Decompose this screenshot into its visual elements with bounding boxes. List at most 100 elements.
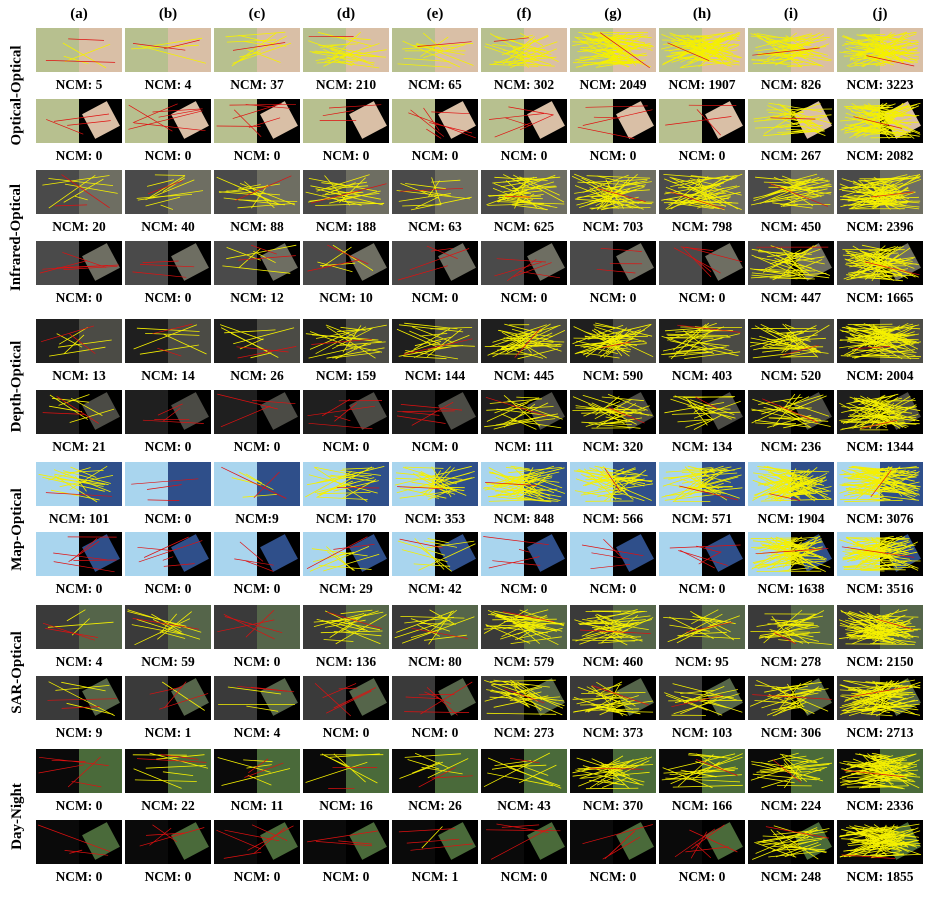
incorrect-match-line: [485, 396, 548, 417]
correct-match-line: [875, 617, 903, 621]
match-image: [392, 390, 478, 434]
incorrect-match-line: [411, 401, 454, 426]
correct-match-line: [405, 183, 447, 190]
incorrect-match-line: [314, 682, 352, 717]
incorrect-match-line: [333, 543, 375, 550]
incorrect-match-line: [431, 111, 470, 115]
source-image: [36, 241, 79, 285]
correct-match-line: [491, 353, 532, 355]
match-lines: [838, 609, 921, 645]
correct-match-line: [336, 341, 386, 346]
correct-match-line: [694, 57, 726, 65]
match-image: [214, 170, 300, 214]
correct-match-line: [487, 203, 544, 206]
correct-match-line: [394, 465, 472, 486]
ncm-label: NCM: 1344: [846, 439, 914, 454]
correct-match-line: [841, 828, 907, 846]
ncm-label: NCM: 370: [582, 798, 644, 813]
target-image-rotated: [79, 390, 122, 434]
incorrect-match-line: [494, 122, 532, 138]
correct-match-line: [848, 58, 920, 67]
source-image: [125, 241, 168, 285]
correct-match-line: [316, 60, 358, 64]
incorrect-match-line: [310, 183, 387, 204]
ncm-label: NCM: 11: [230, 798, 284, 813]
correct-match-line: [661, 185, 738, 201]
correct-match-line: [776, 830, 819, 860]
correct-match-line: [843, 469, 906, 479]
incorrect-match-line: [424, 691, 451, 705]
match-image: [303, 605, 389, 649]
incorrect-match-line: [577, 126, 635, 139]
correct-match-line: [687, 177, 711, 187]
correct-match-line: [326, 326, 376, 359]
target-image-rotated: [435, 241, 478, 285]
correct-match-line: [397, 540, 446, 556]
match-image: [570, 749, 656, 793]
ncm-label: NCM: 0: [233, 148, 281, 163]
correct-match-line: [861, 769, 894, 785]
correct-match-line: [323, 553, 380, 572]
correct-match-line: [861, 694, 903, 698]
incorrect-match-line: [403, 338, 473, 355]
incorrect-match-line: [68, 38, 105, 41]
correct-match-line: [238, 471, 274, 491]
correct-match-line: [754, 114, 832, 122]
incorrect-match-line: [67, 120, 111, 126]
ncm-label: NCM: 0: [411, 439, 459, 454]
correct-match-line: [850, 609, 908, 625]
source-image: [303, 676, 346, 720]
incorrect-match-line: [400, 187, 464, 192]
match-image: [36, 99, 122, 143]
correct-match-line: [846, 612, 892, 639]
correct-match-line: [663, 617, 722, 623]
correct-match-line: [772, 535, 821, 560]
correct-match-line: [847, 541, 902, 562]
correct-match-line: [841, 397, 903, 413]
correct-match-line: [861, 786, 890, 789]
correct-match-line: [589, 779, 625, 786]
correct-match-line: [840, 355, 920, 359]
correct-match-line: [849, 625, 897, 637]
correct-match-line: [609, 477, 619, 502]
correct-match-line: [580, 703, 634, 706]
target-image: [168, 28, 211, 72]
ncm-label: NCM: 306: [760, 725, 822, 740]
correct-match-line: [870, 642, 893, 644]
incorrect-match-line: [252, 400, 296, 405]
incorrect-match-line: [782, 344, 819, 356]
correct-match-line: [663, 199, 727, 207]
match-image: [481, 319, 567, 363]
match-image: [392, 28, 478, 72]
correct-match-line: [762, 837, 827, 846]
ncm-label: NCM: 579: [493, 654, 555, 669]
correct-match-line: [316, 496, 368, 500]
incorrect-match-line: [400, 404, 463, 411]
incorrect-match-line: [132, 618, 200, 630]
correct-match-line: [494, 760, 532, 766]
correct-match-line: [604, 417, 643, 425]
correct-match-line: [857, 782, 904, 789]
correct-match-line: [410, 618, 451, 632]
correct-match-line: [226, 244, 297, 260]
correct-match-line: [600, 467, 628, 495]
correct-match-line: [315, 188, 383, 206]
incorrect-match-line: [752, 47, 820, 56]
correct-match-line: [670, 322, 710, 360]
incorrect-match-line: [138, 540, 203, 563]
match-lines: [218, 685, 295, 712]
match-lines: [408, 107, 476, 139]
correct-match-line: [572, 639, 636, 642]
match-image: [481, 605, 567, 649]
match-image: [570, 99, 656, 143]
correct-match-line: [58, 339, 112, 348]
incorrect-match-line: [37, 824, 111, 852]
correct-match-line: [604, 763, 631, 767]
correct-match-line: [852, 349, 917, 353]
correct-match-line: [843, 257, 902, 280]
correct-match-line: [250, 352, 272, 359]
correct-match-line: [323, 639, 354, 642]
incorrect-match-line: [582, 824, 653, 845]
incorrect-match-line: [410, 109, 445, 137]
correct-match-line: [428, 344, 475, 347]
